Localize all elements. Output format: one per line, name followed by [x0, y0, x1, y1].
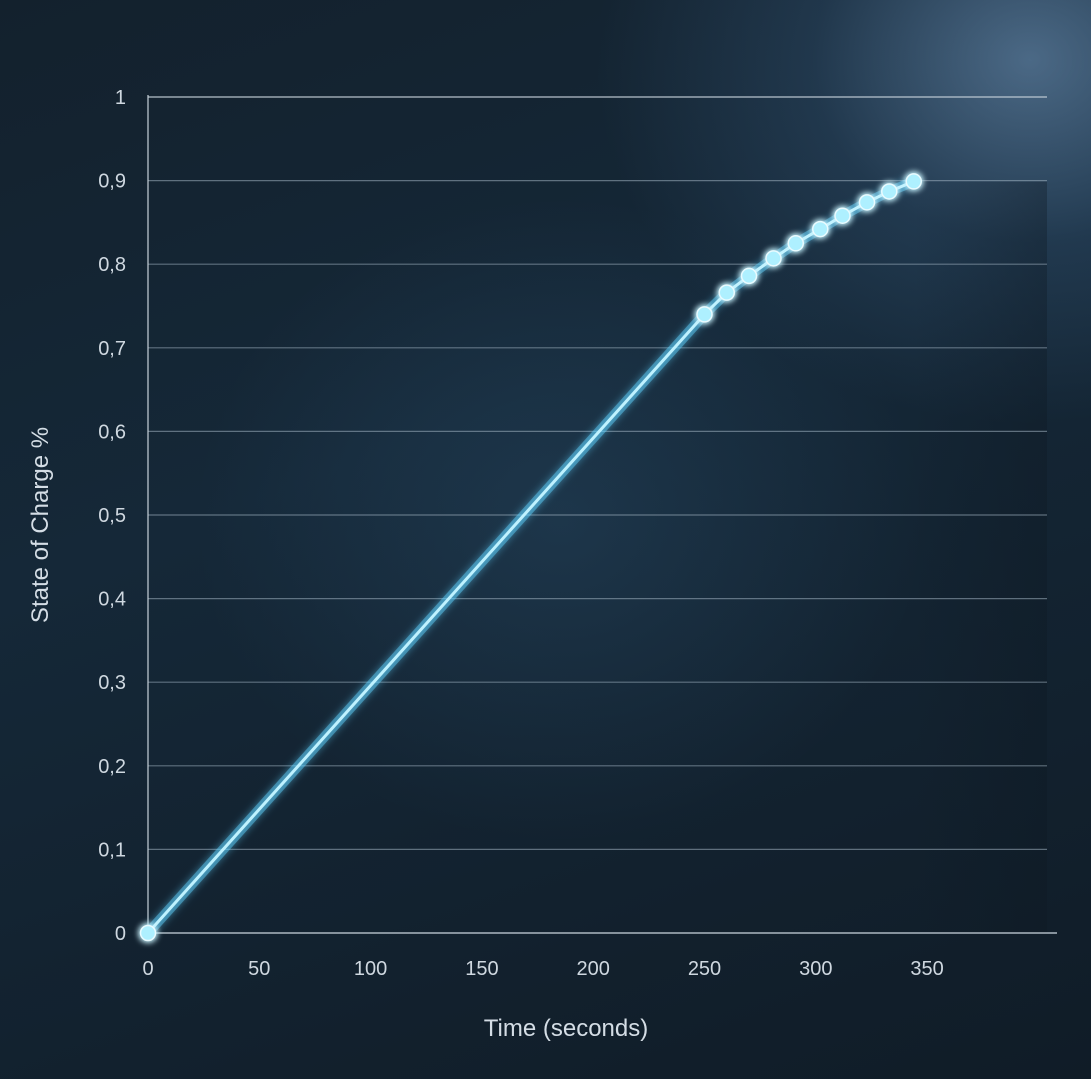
x-tick-label: 0	[142, 958, 153, 980]
y-tick-label: 0,5	[98, 505, 126, 527]
axes	[147, 95, 1057, 934]
x-tick-label: 300	[799, 958, 832, 980]
data-point	[696, 306, 713, 323]
x-tick-label: 350	[910, 958, 943, 980]
y-tick-label: 0,8	[98, 254, 126, 276]
data-point	[765, 250, 782, 267]
data-point	[787, 235, 805, 252]
data-point	[881, 183, 898, 200]
grid-lines	[148, 96, 1047, 933]
axis-titles: Time (seconds) State of Charge %	[27, 427, 648, 1042]
y-tick-label: 0,9	[98, 171, 126, 193]
y-axis-title: State of Charge %	[27, 427, 54, 623]
y-tick-label: 0,6	[98, 421, 126, 443]
y-tick-label: 0,3	[98, 672, 126, 694]
data-point	[139, 924, 157, 942]
x-tick-label: 250	[688, 958, 721, 980]
series-line	[146, 179, 916, 935]
y-tick-label: 1	[115, 87, 126, 109]
data-point	[834, 207, 851, 224]
data-point	[718, 284, 736, 301]
x-tick-label: 50	[248, 958, 270, 980]
y-tick-label: 0	[115, 923, 126, 945]
data-point	[740, 267, 758, 285]
x-axis-title: Time (seconds)	[484, 1015, 648, 1042]
x-tick-label: 100	[354, 958, 387, 980]
series	[139, 173, 922, 942]
x-tick-label: 200	[577, 958, 610, 980]
y-tick-label: 0,1	[98, 839, 126, 861]
y-tick-label: 0,4	[98, 589, 126, 611]
x-tick-label: 150	[465, 958, 498, 980]
tick-labels: 0 0,1 0,2 0,3 0,4 0,5 0,6 0,7 0,8 0,9 1 0 50 100 150 20…	[98, 87, 944, 980]
y-tick-label: 0,7	[98, 338, 126, 360]
data-point	[812, 220, 829, 238]
data-point	[858, 194, 876, 211]
series-line-glow	[143, 176, 919, 938]
right-shade-panel	[913, 181, 1047, 933]
y-tick-label: 0,2	[98, 756, 126, 778]
data-point	[905, 173, 922, 190]
